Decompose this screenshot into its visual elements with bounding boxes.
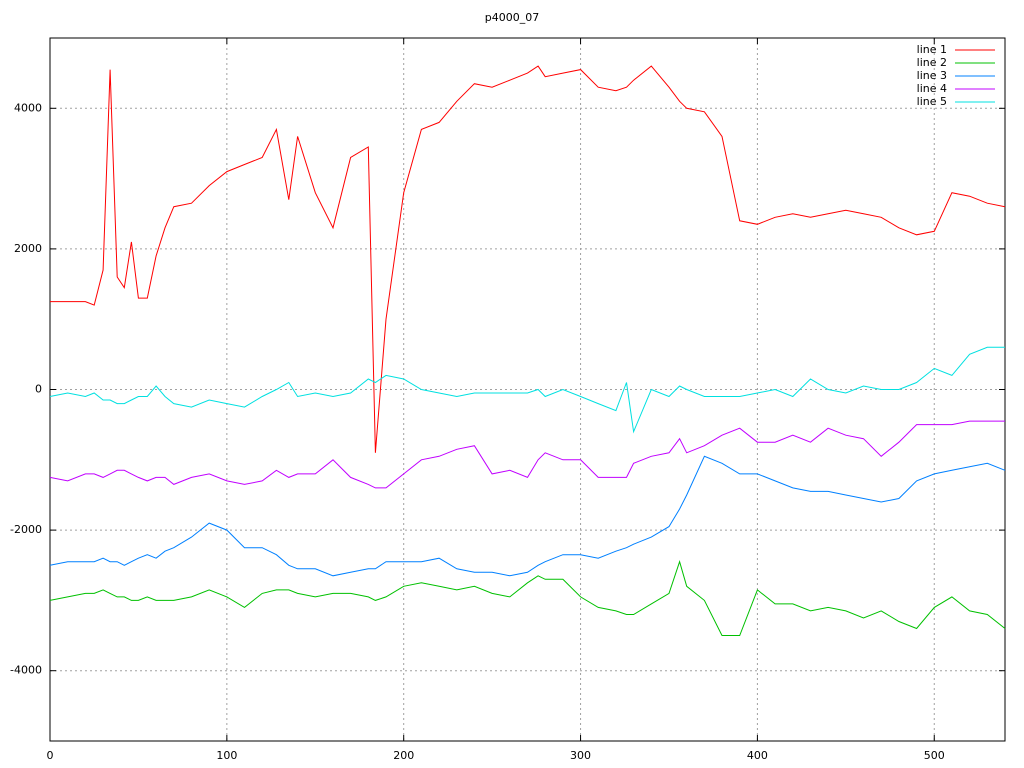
x-tick-label: 200 bbox=[393, 749, 414, 762]
chart-title: p4000_07 bbox=[485, 11, 539, 24]
data-line bbox=[49, 560, 1006, 636]
data-line bbox=[49, 346, 1005, 434]
legend-label: line 1 bbox=[917, 43, 947, 56]
data-line bbox=[50, 65, 1006, 453]
y-tick-label: -4000 bbox=[10, 664, 42, 677]
x-tick-label: 500 bbox=[924, 749, 945, 762]
y-tick-label: 2000 bbox=[14, 242, 42, 255]
legend-label: line 3 bbox=[917, 69, 947, 82]
plot-border bbox=[49, 37, 1006, 742]
data-line bbox=[49, 420, 1005, 489]
data-line bbox=[49, 455, 1006, 577]
legend-label: line 2 bbox=[917, 56, 947, 69]
y-tick-label: -2000 bbox=[10, 523, 42, 536]
y-tick-label: 4000 bbox=[14, 101, 42, 114]
legend-label: line 4 bbox=[917, 82, 947, 95]
legend-label: line 5 bbox=[917, 95, 947, 108]
x-tick-label: 300 bbox=[570, 749, 591, 762]
x-tick-label: 100 bbox=[216, 749, 237, 762]
y-tick-label: 0 bbox=[35, 383, 42, 396]
x-tick-label: 0 bbox=[47, 749, 54, 762]
x-tick-label: 400 bbox=[747, 749, 768, 762]
